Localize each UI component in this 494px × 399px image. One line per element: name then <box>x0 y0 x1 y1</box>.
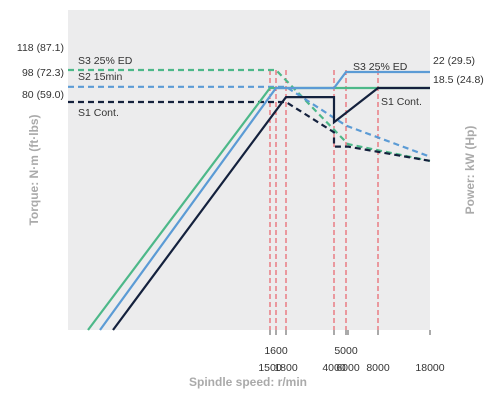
x-axis-label: Spindle speed: r/min <box>189 375 307 389</box>
x-tick-label-6000: 6000 <box>336 362 360 374</box>
x-tick-label-upper-1600: 1600 <box>264 345 288 357</box>
series-group <box>68 68 431 331</box>
power-label-22: 22 (29.5) <box>433 55 475 67</box>
x-tick-label-1800: 1800 <box>274 362 298 374</box>
x-tick-label-1500: 1500 <box>258 362 282 374</box>
x-tick-label-8000: 8000 <box>366 362 390 374</box>
y-axis-left-label: Torque: N·m (ft·lbs) <box>27 114 41 225</box>
torque-label-98: 98 (72.3) <box>22 67 64 79</box>
series-torque-0 <box>68 68 431 162</box>
series-power-4 <box>99 70 430 331</box>
power-label-18-5: 18.5 (24.8) <box>433 74 484 86</box>
x-tick-label-4000: 4000 <box>322 362 346 374</box>
x-tick-label-18000: 18000 <box>415 362 444 374</box>
annotation-power-s1: S1 Cont. <box>381 96 422 108</box>
annotation-torque-s3: S3 25% ED <box>78 55 133 67</box>
x-tick-label-upper-5000: 5000 <box>334 345 358 357</box>
series-torque-2 <box>68 100 431 162</box>
torque-label-118: 118 (87.1) <box>17 42 64 54</box>
annotation-torque-s1: S1 Cont. <box>78 107 119 119</box>
annotation-torque-s2: S2 15min <box>78 71 123 83</box>
annotation-power-s3: S3 25% ED <box>353 61 408 73</box>
torque-label-80: 80 (59.0) <box>22 89 64 101</box>
y-axis-right-label: Power: kW (Hp) <box>463 126 477 215</box>
series-power-5 <box>112 86 430 331</box>
